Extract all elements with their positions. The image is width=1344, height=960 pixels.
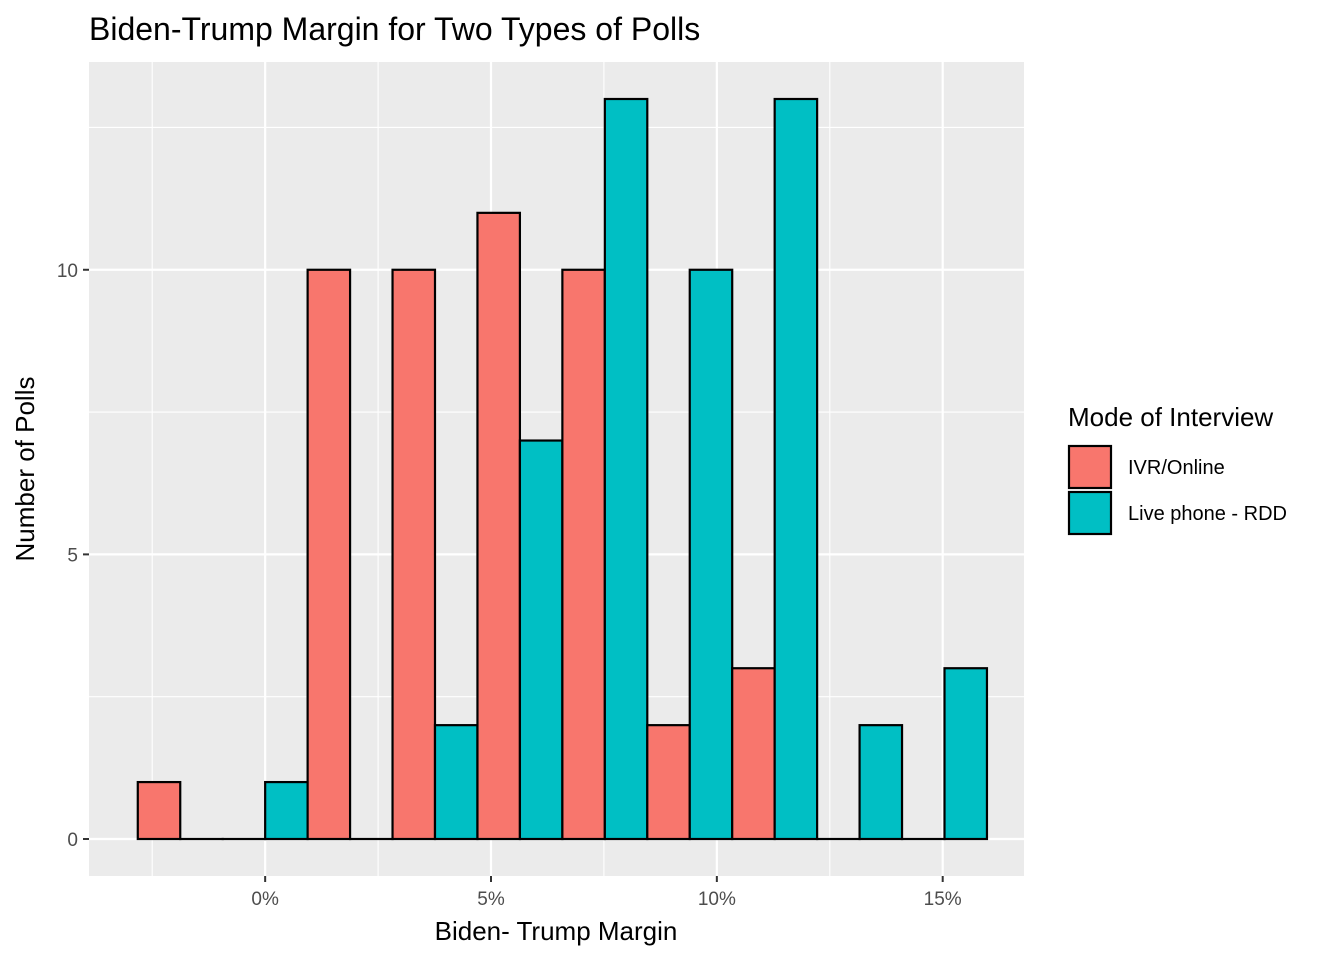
bar-ivr-online-2 — [306, 268, 352, 841]
bar-ivr-online-6 — [646, 724, 691, 841]
bar-ivr-online-0 — [136, 780, 182, 841]
legend-swatch — [1067, 444, 1113, 490]
y-tick-label: 0 — [67, 830, 78, 851]
x-axis-title: Biden- Trump Margin — [435, 916, 678, 946]
bar-ivr-online-7 — [731, 667, 776, 841]
y-axis-ticks: 0 5 10 — [57, 261, 89, 851]
bar-live-phone-rdd-4 — [518, 439, 564, 841]
legend-swatch — [1067, 490, 1113, 536]
chart-title: Biden-Trump Margin for Two Types of Poll… — [89, 11, 700, 47]
bar-live-phone-rdd-7 — [773, 97, 819, 841]
bar-ivr-online-4 — [476, 211, 522, 841]
bar-live-phone-rdd-3 — [433, 724, 479, 841]
x-tick-label: 0% — [251, 889, 279, 910]
bar-live-phone-rdd-8 — [858, 724, 904, 841]
bar-live-phone-rdd-9 — [943, 667, 989, 841]
y-axis-title: Number of Polls — [10, 377, 40, 562]
x-tick-label: 10% — [698, 889, 736, 910]
bar-live-phone-rdd-5 — [603, 97, 649, 841]
bar-live-phone-rdd-6 — [688, 268, 734, 841]
y-tick-label: 5 — [67, 545, 78, 566]
bars — [136, 97, 989, 841]
x-tick-label: 15% — [924, 889, 962, 910]
legend: Mode of Interview IVR/Online Live phone -… — [1067, 402, 1287, 536]
legend-label: Live phone - RDD — [1128, 503, 1287, 525]
bar-ivr-online-3 — [391, 268, 437, 841]
bar-live-phone-rdd-1 — [264, 780, 309, 841]
bar-ivr-online-5 — [561, 268, 606, 841]
x-tick-label: 5% — [477, 889, 505, 910]
legend-title: Mode of Interview — [1068, 402, 1273, 432]
x-axis-ticks: 0% 5% 10% 15% — [251, 876, 962, 910]
legend-label: IVR/Online — [1128, 457, 1225, 479]
y-tick-label: 10 — [57, 261, 78, 282]
